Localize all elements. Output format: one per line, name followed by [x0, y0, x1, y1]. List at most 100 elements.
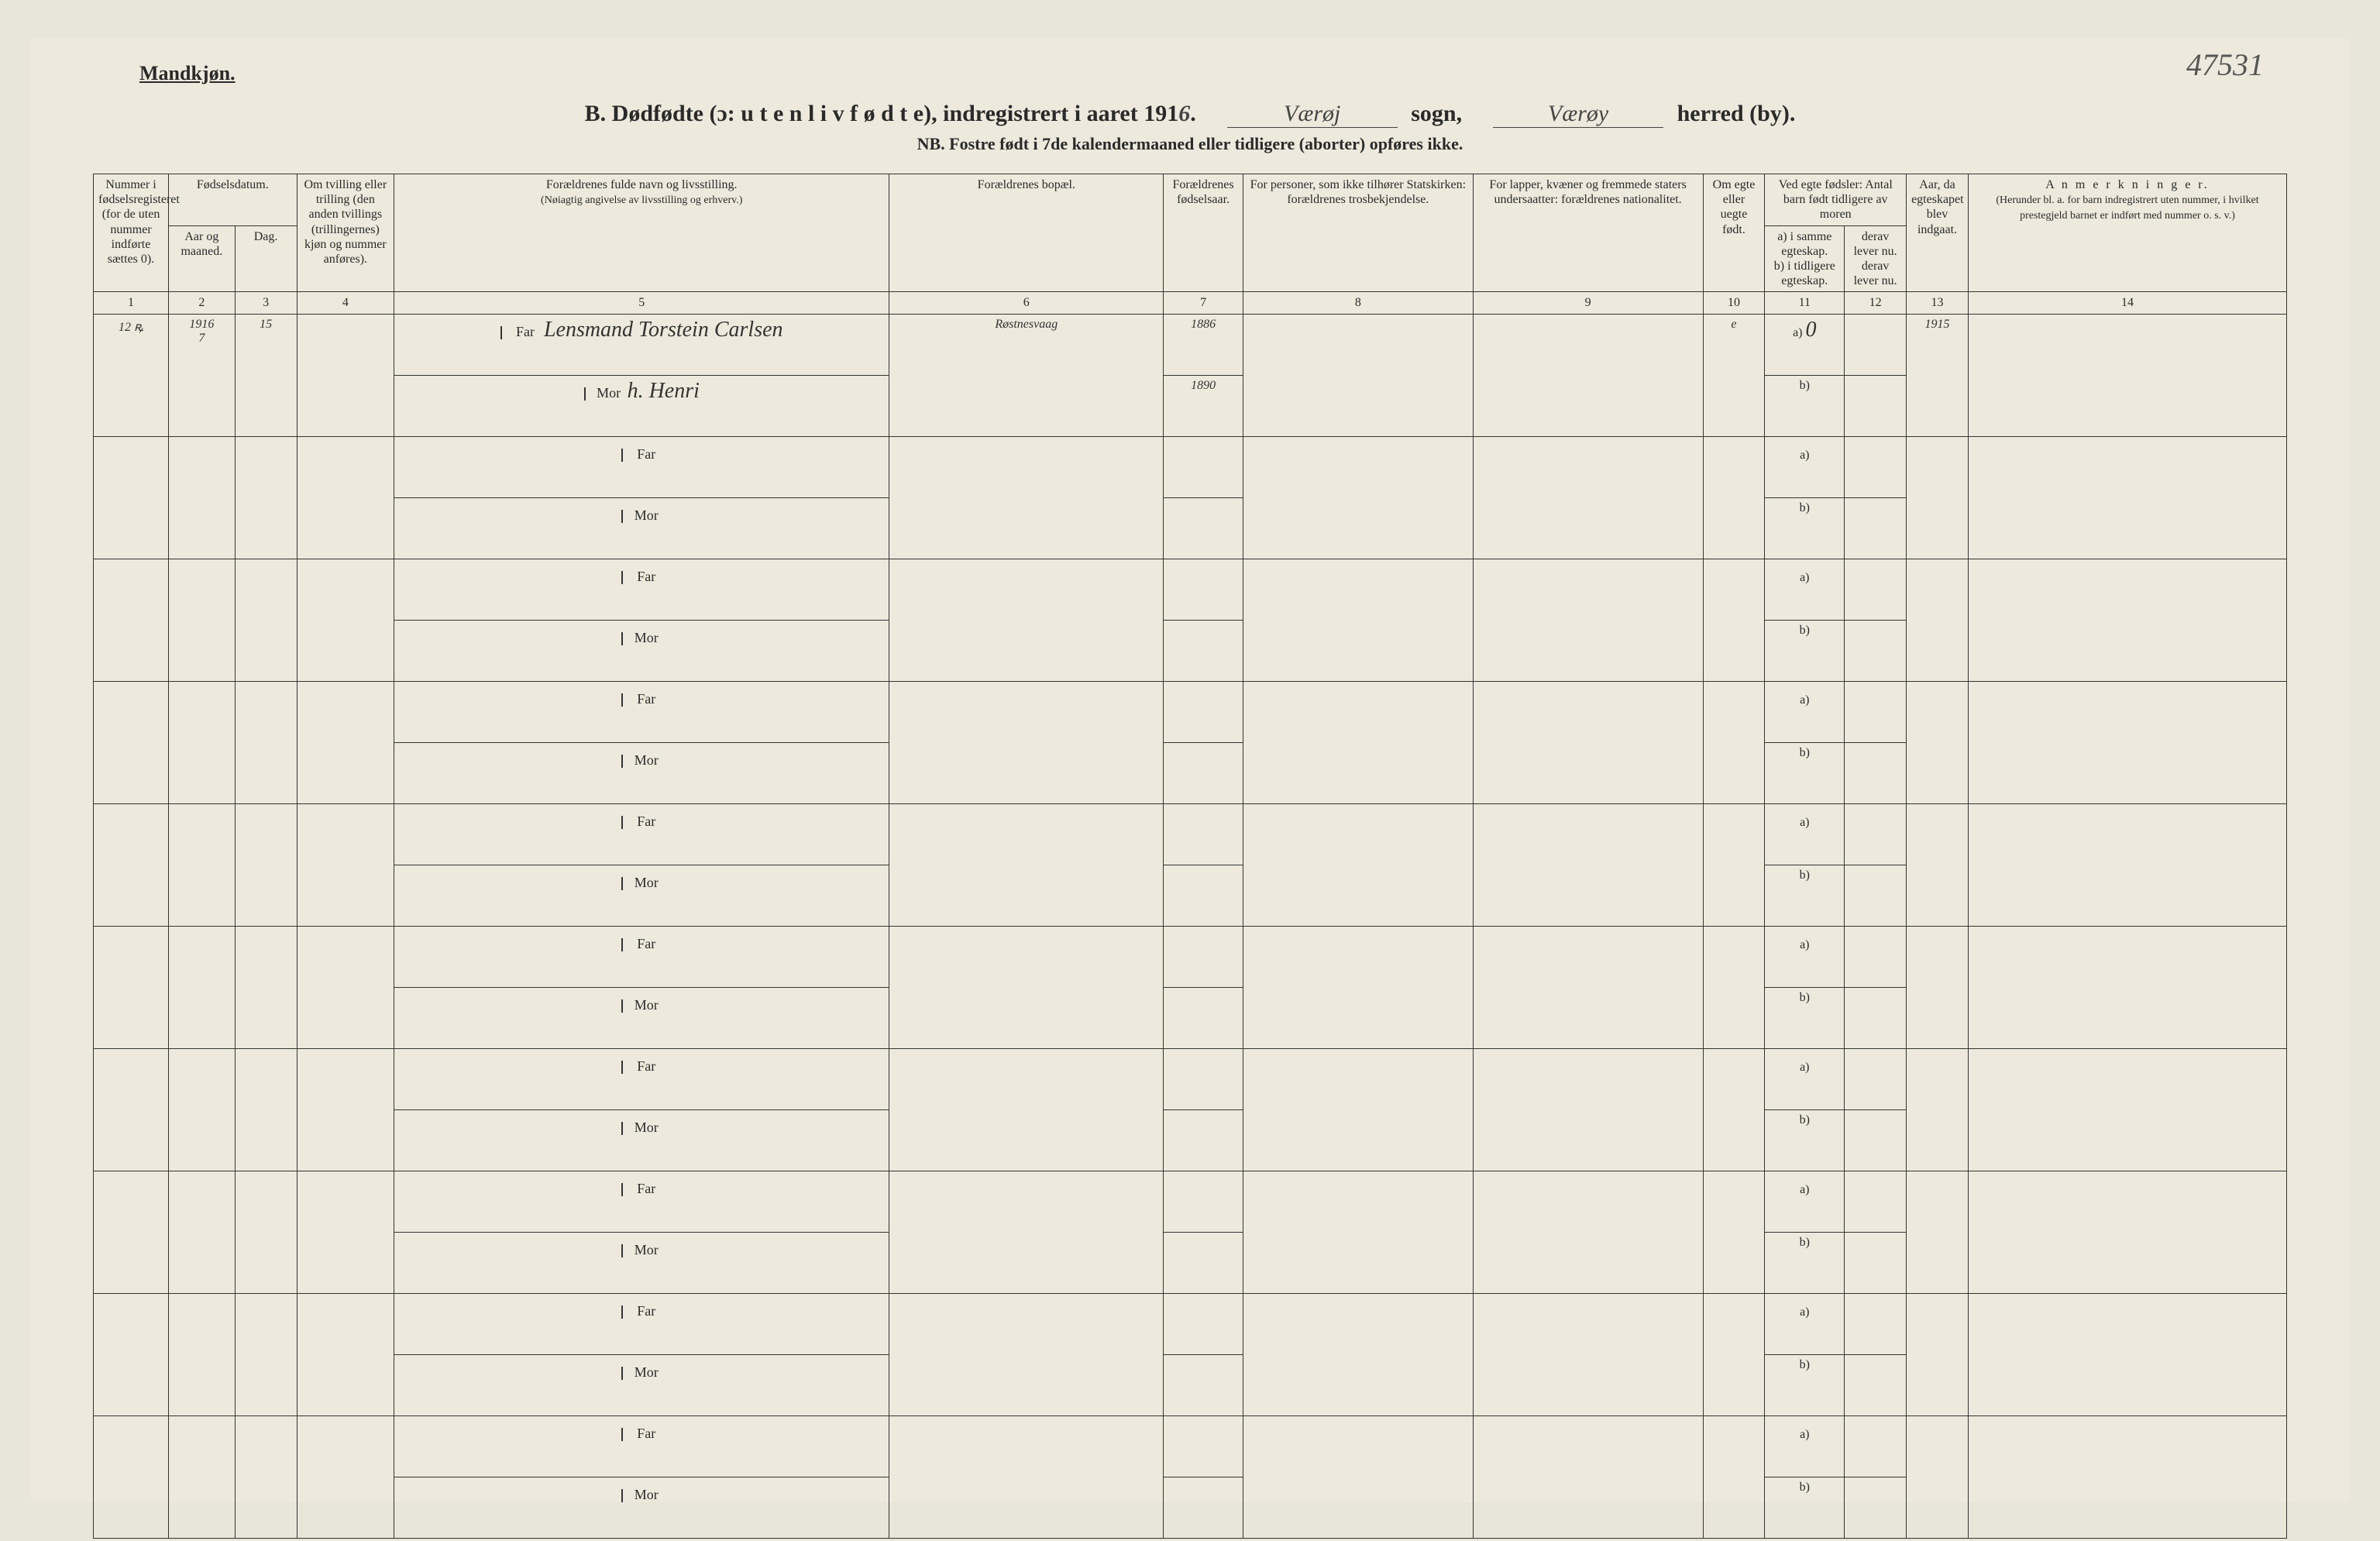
- cell-nat: [1473, 436, 1703, 559]
- cell-11a: a): [1765, 926, 1845, 987]
- nb-note-text: NB. Fostre født i 7de kalendermaaned ell…: [917, 134, 1463, 153]
- table-row: Far a): [94, 1048, 2287, 1109]
- cell-regno: [94, 803, 169, 926]
- col-5-label: Forældrenes fulde navn og livsstilling.: [546, 178, 738, 191]
- cell-12a: [1845, 926, 1907, 987]
- cell-12b: [1845, 1232, 1907, 1293]
- cell-12a: [1845, 559, 1907, 620]
- col-header-8: For personer, som ikke tilhører Statskir…: [1243, 174, 1473, 292]
- cell-anm: [1968, 436, 2286, 559]
- cell-12a: [1845, 681, 1907, 742]
- cell-mor: Mor: [394, 865, 889, 926]
- cell-tros: [1243, 1048, 1473, 1171]
- cell-12a: [1845, 1415, 1907, 1477]
- cell-far: Far: [394, 1171, 889, 1232]
- cell-12b: [1845, 1354, 1907, 1415]
- table-row: Far a): [94, 803, 2287, 865]
- cell-11a: a) 0: [1765, 314, 1845, 375]
- cell-mor-year: [1164, 1477, 1243, 1538]
- cell-tros: [1243, 681, 1473, 803]
- cell-mor: Mor: [394, 497, 889, 559]
- cell-anm: [1968, 559, 2286, 681]
- col-header-9: For lapper, kvæner og fremmede staters u…: [1473, 174, 1703, 292]
- sogn-handwritten: Værøj: [1227, 101, 1398, 128]
- col-num-11: 11: [1765, 292, 1845, 314]
- cell-13: [1907, 1048, 1969, 1171]
- cell-egte: [1703, 1415, 1765, 1538]
- cell-mor-year: [1164, 865, 1243, 926]
- cell-tros: [1243, 436, 1473, 559]
- cell-far: Far Lensmand Torstein Carlsen: [394, 314, 889, 375]
- cell-day: [235, 559, 297, 681]
- col-sub-12: derav lever nu. derav lever nu.: [1845, 225, 1907, 292]
- col-num-8: 8: [1243, 292, 1473, 314]
- cell-regno: [94, 1415, 169, 1538]
- cell-mor: Mor: [394, 1232, 889, 1293]
- cell-egte: [1703, 559, 1765, 681]
- cell-mor: Mor: [394, 1109, 889, 1171]
- herred-handwritten: Værøy: [1493, 101, 1663, 128]
- col-header-1: Nummer i fødselsregisteret (for de uten …: [94, 174, 169, 292]
- register-body: 12 ꝶ1916 715Far Lensmand Torstein Carlse…: [94, 314, 2287, 1538]
- cell-11b: b): [1765, 497, 1845, 559]
- cell-day: [235, 1415, 297, 1538]
- cell-13: [1907, 803, 1969, 926]
- cell-year-month: [169, 436, 236, 559]
- col-header-13: Aar, da egteskapet blev indgaat.: [1907, 174, 1969, 292]
- cell-far-year: [1164, 1415, 1243, 1477]
- cell-anm: [1968, 803, 2286, 926]
- page-annotation-top-right: 47531: [2186, 46, 2264, 83]
- cell-bopael: [889, 1293, 1164, 1415]
- cell-nat: [1473, 314, 1703, 436]
- cell-regno: [94, 926, 169, 1048]
- col-num-3: 3: [235, 292, 297, 314]
- cell-11b: b): [1765, 1232, 1845, 1293]
- cell-anm: [1968, 1415, 2286, 1538]
- title-year-hand: 6: [1178, 101, 1190, 126]
- cell-far: Far: [394, 1293, 889, 1354]
- cell-13: [1907, 1293, 1969, 1415]
- cell-year-month: [169, 1415, 236, 1538]
- cell-bopael: [889, 803, 1164, 926]
- table-row: Far a): [94, 1293, 2287, 1354]
- cell-anm: [1968, 926, 2286, 1048]
- col-header-11-12: Ved egte fødsler: Antal barn født tidlig…: [1765, 174, 1907, 226]
- cell-far: Far: [394, 1415, 889, 1477]
- cell-12a: [1845, 1293, 1907, 1354]
- cell-anm: [1968, 681, 2286, 803]
- cell-day: [235, 681, 297, 803]
- cell-mor: Mor: [394, 620, 889, 681]
- cell-bopael: [889, 681, 1164, 803]
- cell-bopael: [889, 1171, 1164, 1293]
- cell-bopael: [889, 1415, 1164, 1538]
- col-5-sub: (Nøiagtig angivelse av livsstilling og e…: [541, 194, 742, 206]
- cell-12b: [1845, 497, 1907, 559]
- col-num-7: 7: [1164, 292, 1243, 314]
- cell-11b: b): [1765, 375, 1845, 436]
- col-header-5: Forældrenes fulde navn og livsstilling. …: [394, 174, 889, 292]
- cell-11a: a): [1765, 1171, 1845, 1232]
- cell-11b: b): [1765, 742, 1845, 803]
- cell-11a: a): [1765, 1293, 1845, 1354]
- cell-mor-year: [1164, 1232, 1243, 1293]
- col-header-2-3: Fødselsdatum.: [169, 174, 298, 226]
- cell-bopael: Røstnesvaag: [889, 314, 1164, 436]
- cell-regno: [94, 559, 169, 681]
- cell-year-month: [169, 681, 236, 803]
- cell-13: [1907, 926, 1969, 1048]
- col-num-2: 2: [169, 292, 236, 314]
- sogn-label: sogn,: [1411, 101, 1462, 126]
- cell-egte: [1703, 926, 1765, 1048]
- col-sub-11: a) i samme egteskap. b) i tidligere egte…: [1765, 225, 1845, 292]
- cell-12a: [1845, 1171, 1907, 1232]
- cell-far-year: [1164, 803, 1243, 865]
- cell-tros: [1243, 926, 1473, 1048]
- col-num-12: 12: [1845, 292, 1907, 314]
- cell-year-month: [169, 1048, 236, 1171]
- cell-day: 15: [235, 314, 297, 436]
- cell-11b: b): [1765, 1109, 1845, 1171]
- col-header-14: A n m e r k n i n g e r. (Herunder bl. a…: [1968, 174, 2286, 292]
- cell-mor-year: 1890: [1164, 375, 1243, 436]
- cell-year-month: 1916 7: [169, 314, 236, 436]
- col-header-4: Om tvilling eller trilling (den anden tv…: [297, 174, 394, 292]
